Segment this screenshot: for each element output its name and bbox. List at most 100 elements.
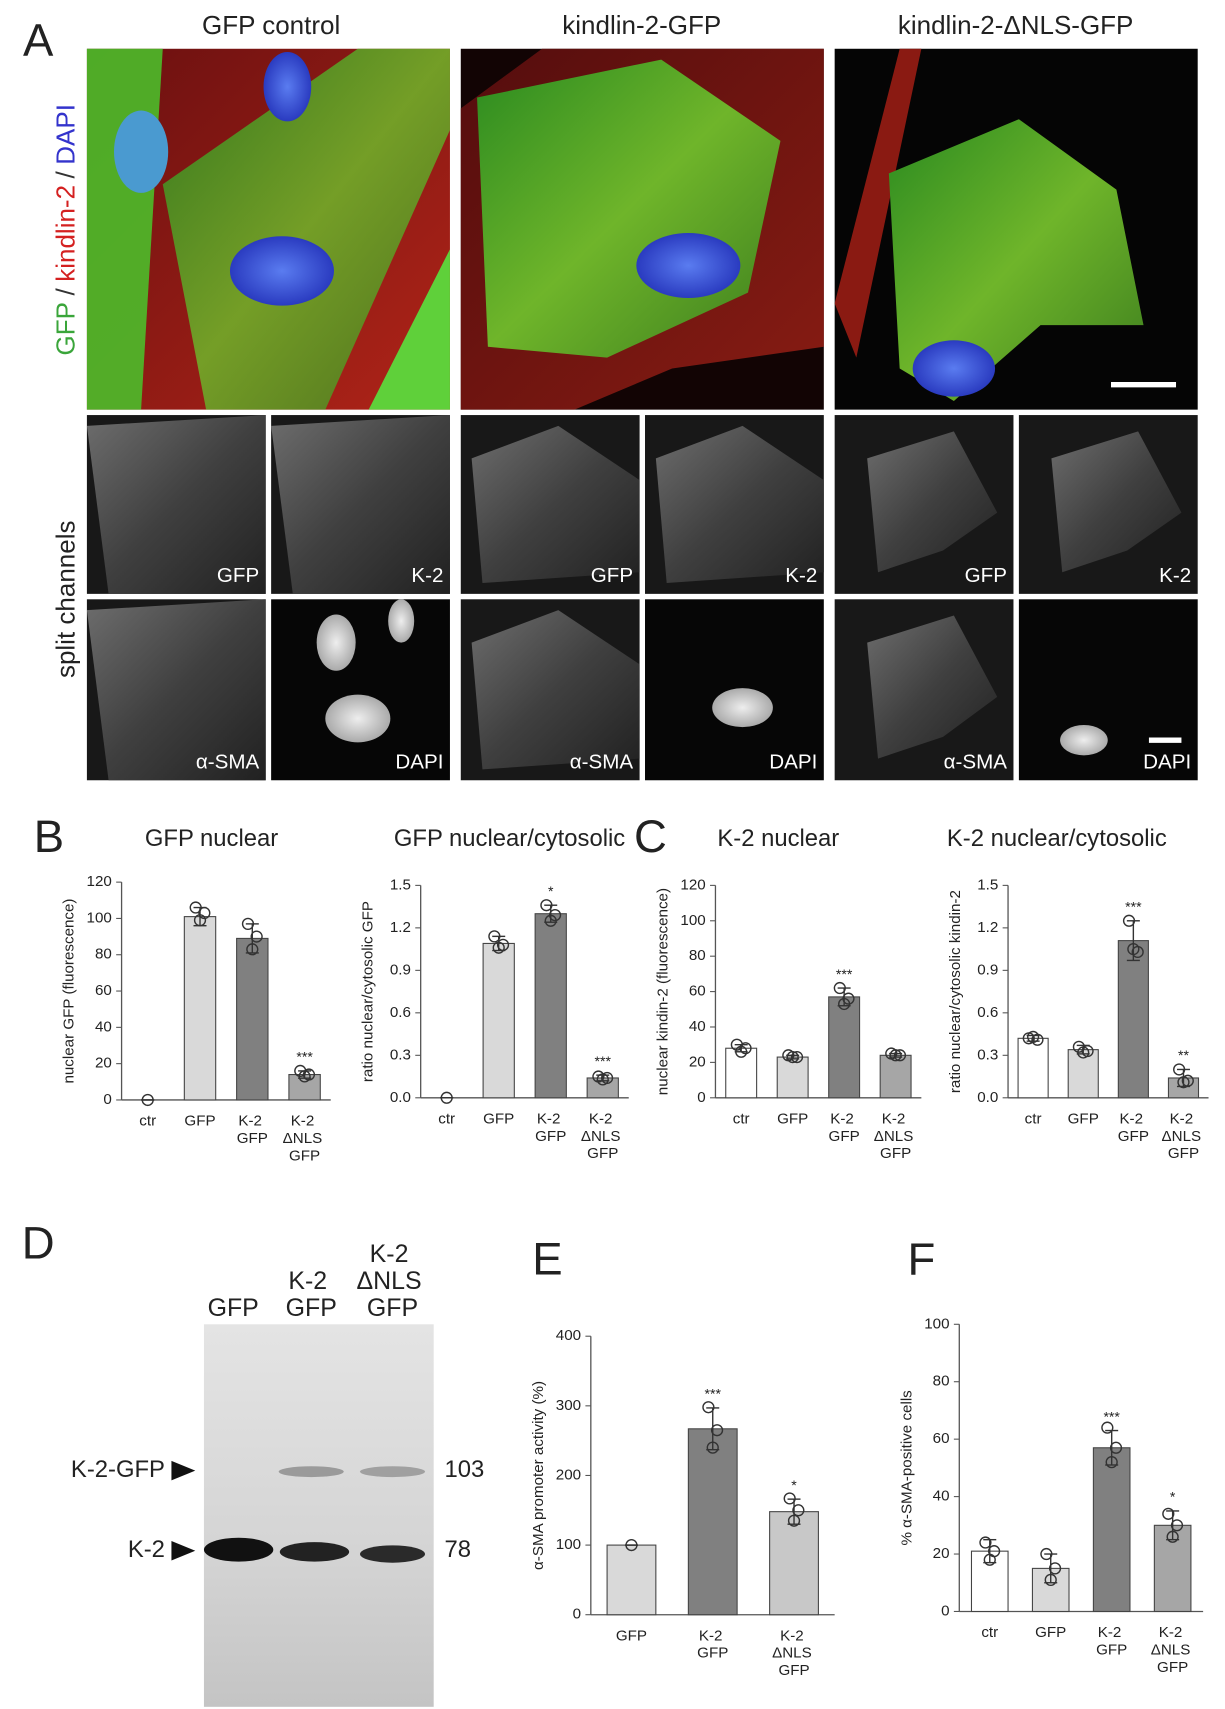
data-point (1101, 1421, 1114, 1434)
channel-label: K-2 (1159, 564, 1191, 587)
channel-image (271, 599, 450, 781)
bar (183, 916, 217, 1101)
data-point (790, 1050, 804, 1064)
channel-label: α-SMA (196, 750, 260, 773)
significance: * (548, 883, 554, 899)
channel-label: α-SMA (570, 750, 634, 773)
y-tick-label: 80 (689, 947, 706, 964)
x-tick-label: K-2 GFP (1118, 1110, 1149, 1144)
x-tick-label: K-2 ΔNLS GFP (1151, 1624, 1195, 1676)
lane-label: K-2 ΔNLS GFP (357, 1240, 429, 1322)
channel-label: DAPI (1143, 750, 1191, 773)
data-point (979, 1536, 992, 1549)
y-tick-label: 20 (689, 1053, 706, 1070)
channel-label: GFP (591, 564, 633, 587)
data-point (739, 1042, 752, 1055)
arrowhead (171, 1541, 196, 1561)
chart-title: K-2 nuclear (717, 825, 839, 852)
lane-label: GFP (208, 1294, 259, 1322)
bar (1017, 1037, 1049, 1099)
cell (834, 48, 922, 358)
y-tick-label: 60 (689, 983, 706, 1000)
band-label: K-2-GFP (71, 1456, 165, 1483)
data-point (1105, 1456, 1118, 1469)
cell (1051, 431, 1182, 573)
data-point (189, 901, 202, 914)
overlay-label-part: / (50, 288, 80, 296)
nucleus (388, 599, 415, 643)
y-tick-label: 60 (933, 1430, 950, 1447)
data-point (1122, 914, 1136, 927)
cell (867, 615, 998, 759)
data-point (792, 1504, 805, 1517)
y-tick-label: 40 (933, 1488, 950, 1505)
x-tick-label: GFP (1035, 1624, 1066, 1641)
data-point (893, 1049, 907, 1062)
data-point (735, 1045, 748, 1058)
nucleus (263, 52, 312, 122)
data-point (1177, 1076, 1190, 1089)
chart-title: K-2 nuclear/cytosolic (947, 825, 1167, 852)
data-point (625, 1538, 638, 1552)
data-point (1166, 1530, 1179, 1543)
x-tick-label: ctr (139, 1113, 156, 1130)
molecular-weight: 103 (445, 1456, 485, 1483)
western-blot (171, 1324, 434, 1707)
data-point (246, 943, 259, 956)
band (278, 1466, 344, 1478)
y-tick-label: 1.5 (977, 876, 998, 893)
x-tick-label: GFP (483, 1110, 514, 1127)
bar (236, 937, 269, 1101)
cell (471, 425, 640, 584)
cell (271, 415, 450, 594)
y-tick-label: 0.6 (390, 1004, 411, 1021)
data-point (596, 1073, 609, 1086)
y-tick-label: 0.3 (390, 1046, 411, 1063)
channel-label: K-2 (411, 564, 443, 587)
data-point (1127, 942, 1140, 956)
blot-membrane (203, 1324, 434, 1707)
y-tick-label: 0.9 (977, 961, 998, 978)
significance: *** (705, 1386, 722, 1402)
y-tick-label: 0 (103, 1091, 111, 1108)
x-tick-label: ctr (981, 1624, 998, 1641)
bar (769, 1511, 819, 1616)
y-tick-label: 100 (924, 1315, 949, 1332)
overlay-label-part: / (50, 170, 80, 178)
cell (162, 48, 450, 410)
chart-title: GFP nuclear (145, 825, 278, 852)
nucleus (636, 232, 741, 299)
chart-title: GFP nuclear/cytosolic (394, 825, 625, 852)
cell (471, 610, 640, 770)
band (203, 1537, 274, 1562)
panel-label: E (532, 1234, 562, 1285)
y-tick-label: 120 (680, 876, 705, 893)
panel-label: C (634, 811, 667, 862)
column-title: kindlin-2-ΔNLS-GFP (898, 10, 1134, 40)
band (359, 1545, 426, 1563)
bar (482, 942, 515, 1099)
x-tick-label: K-2 ΔNLS GFP (1162, 1110, 1206, 1162)
y-tick-label: 100 (680, 912, 705, 929)
data-point (706, 1441, 719, 1454)
y-tick-label: 300 (556, 1397, 581, 1414)
y-tick-label: 200 (556, 1466, 581, 1483)
significance: * (791, 1477, 797, 1493)
y-tick-label: 0 (697, 1089, 705, 1106)
y-tick-label: 80 (95, 946, 112, 963)
x-tick-label: K-2 ΔNLS GFP (874, 1110, 918, 1162)
panel-label: F (907, 1234, 935, 1285)
overlay-label-part: kindlin-2 (50, 185, 80, 282)
x-tick-label: ctr (438, 1110, 455, 1127)
data-point (1173, 1063, 1186, 1076)
cell (368, 249, 450, 410)
data-point (983, 1553, 996, 1566)
data-point (1026, 1030, 1040, 1044)
x-tick-label: GFP (184, 1113, 215, 1130)
nucleus (229, 236, 334, 306)
data-point (440, 1091, 453, 1104)
channel-label: GFP (965, 564, 1007, 587)
column-title: kindlin-2-GFP (562, 10, 721, 40)
bar (687, 1428, 738, 1616)
data-point (1048, 1562, 1062, 1575)
